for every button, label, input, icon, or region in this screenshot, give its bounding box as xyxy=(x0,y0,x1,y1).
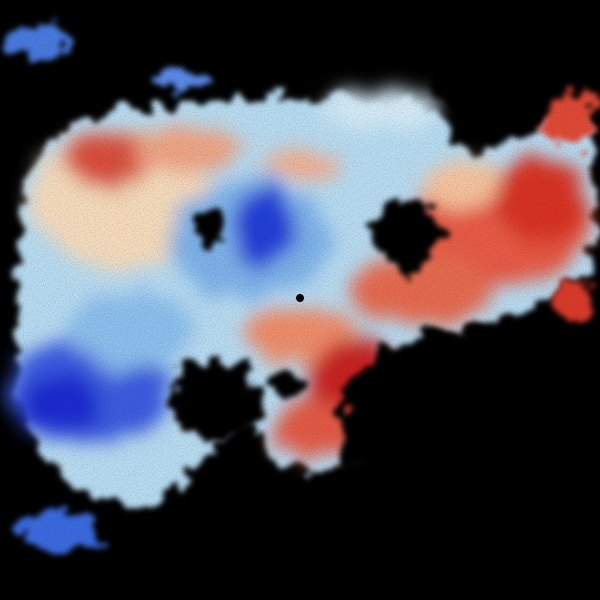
radar-site xyxy=(296,294,304,302)
